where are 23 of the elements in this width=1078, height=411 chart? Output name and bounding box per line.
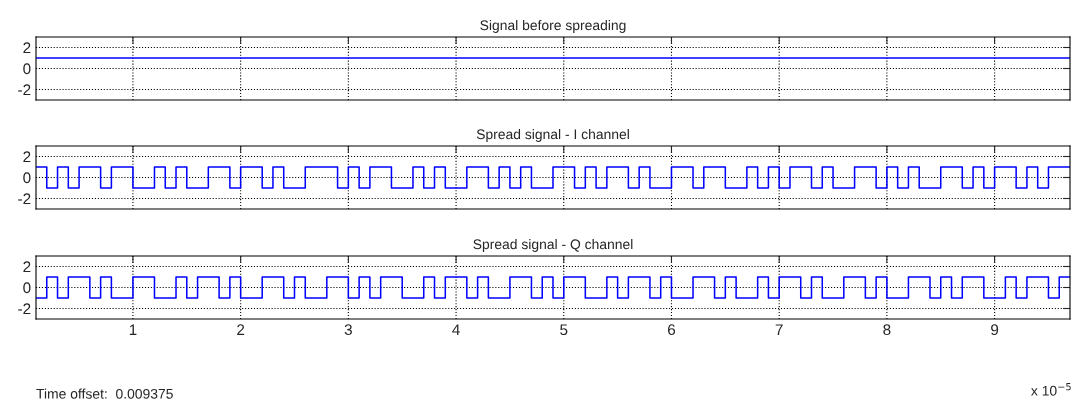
chart-title: Spread signal - Q channel (473, 238, 633, 252)
x-tick-label: 6 (668, 324, 676, 336)
y-tick-label: 0 (23, 63, 31, 75)
x-tick-label: 5 (560, 324, 568, 336)
chart-title: Signal before spreading (480, 19, 626, 33)
y-tick-label: 0 (23, 282, 31, 294)
y-tick-label: -2 (18, 193, 31, 205)
chart-title: Spread signal - I channel (476, 128, 629, 142)
x-tick-label: 3 (344, 324, 352, 336)
x-tick-label: 4 (452, 324, 460, 335)
y-tick-label: 2 (23, 42, 31, 54)
y-tick-label: 2 (23, 151, 31, 163)
y-tick-label: 2 (23, 261, 31, 273)
text: Time offset: 0.009375 (36, 388, 173, 399)
y-tick-label: -2 (18, 84, 31, 96)
y-tick-label: 0 (23, 172, 31, 184)
x-tick-label: 7 (775, 324, 783, 335)
x-tick-label: 2 (237, 324, 245, 335)
x-tick-label: 8 (883, 324, 891, 336)
y-tick-label: -2 (18, 303, 31, 315)
x-tick-label: 1 (129, 324, 137, 335)
text: x 10$^{−5}$ (1031, 383, 1071, 396)
x-tick-label: 9 (991, 324, 999, 336)
